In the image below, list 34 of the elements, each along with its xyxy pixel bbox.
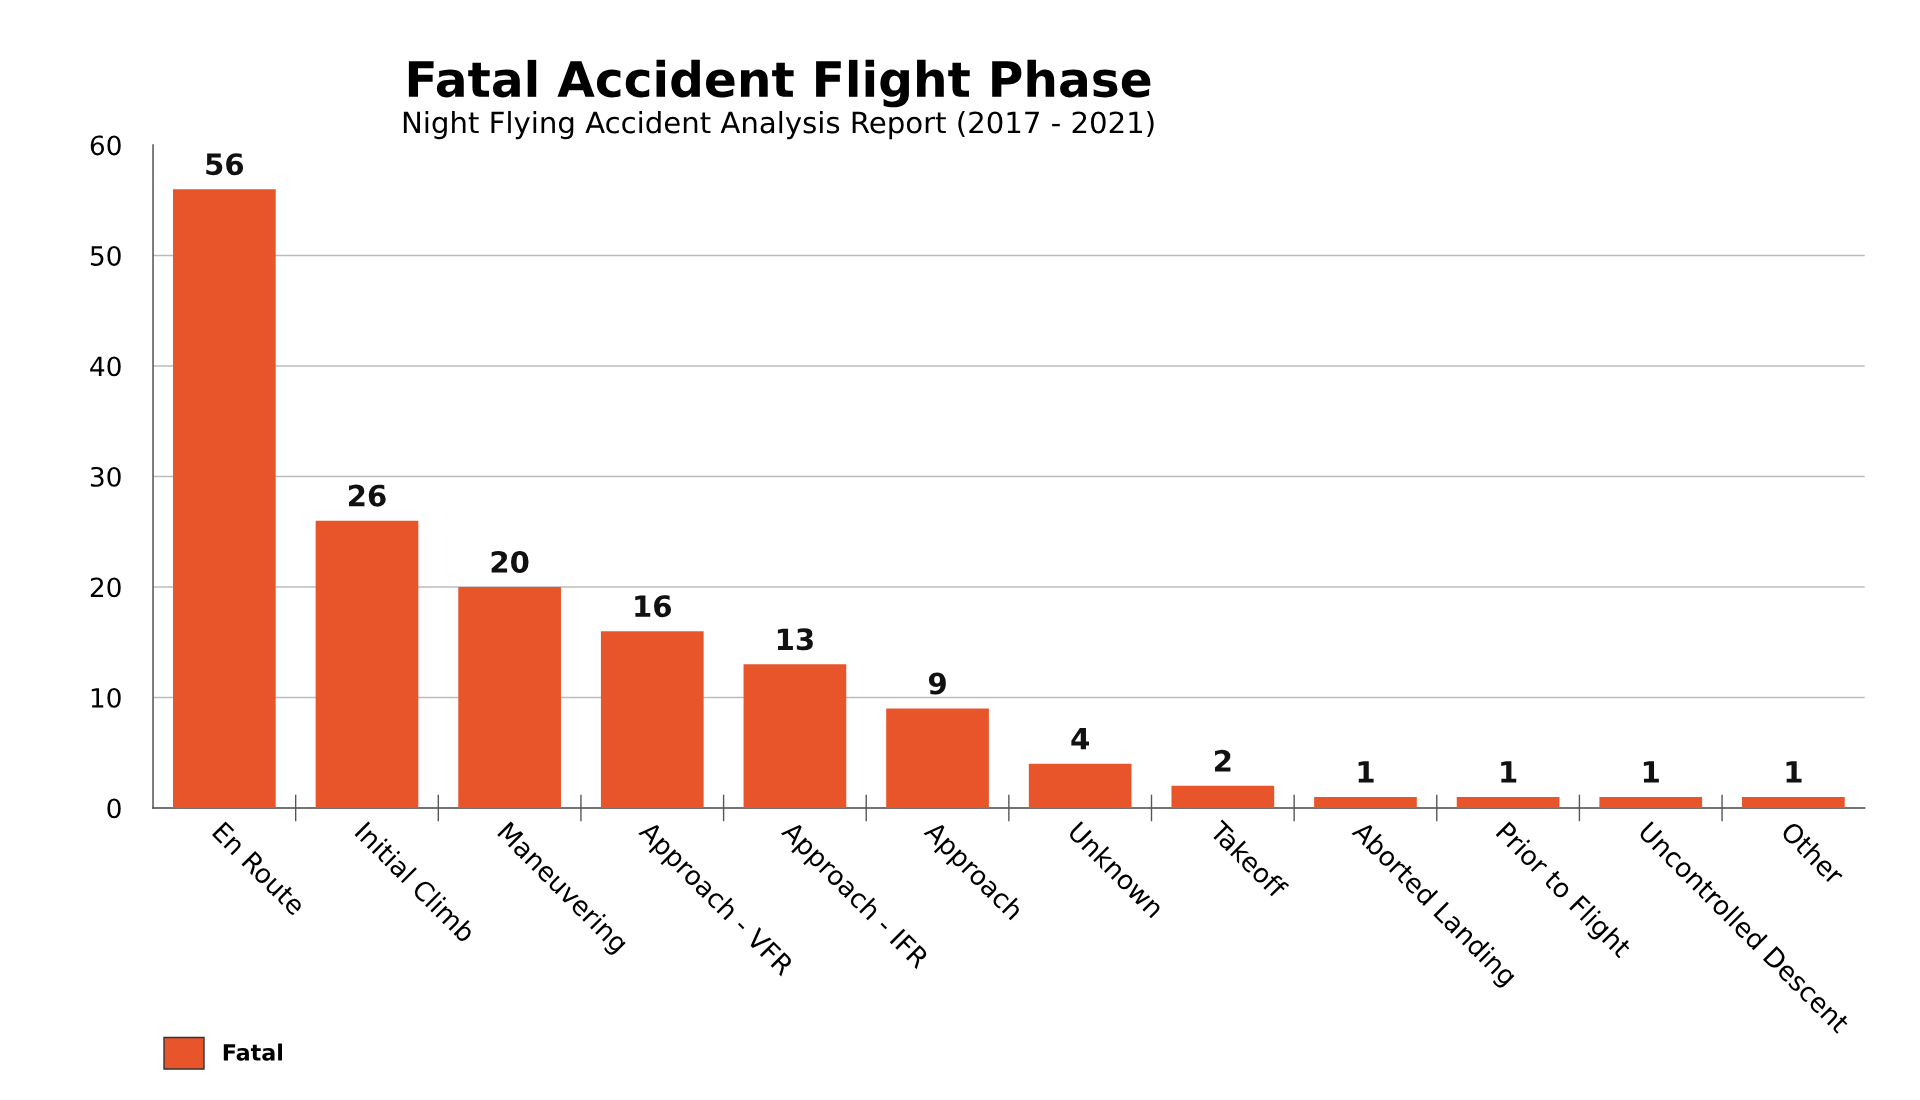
data-label: 1 [1501, 761, 1517, 783]
bar [1742, 796, 1845, 808]
bar [1028, 763, 1132, 808]
bar [1599, 796, 1703, 808]
bar [1314, 796, 1417, 808]
bar [886, 708, 989, 808]
y-tick-label: 40 [90, 356, 121, 377]
data-label: 1 [1786, 761, 1802, 783]
y-tick-label: 50 [90, 245, 121, 266]
data-label: 16 [635, 595, 671, 618]
y-tick-label: 60 [90, 135, 121, 156]
bar [172, 189, 276, 808]
data-label: 56 [206, 153, 244, 176]
data-label: 1 [1358, 761, 1374, 783]
data-label: 9 [928, 672, 946, 695]
data-label: 4 [1071, 728, 1089, 750]
y-tick-label: 30 [90, 466, 121, 487]
chart-title: Fatal Accident Flight Phase [408, 59, 1151, 108]
bar [315, 520, 419, 808]
data-label: 26 [349, 484, 386, 507]
bar [458, 586, 561, 808]
bar [1171, 785, 1275, 808]
data-label: 13 [777, 628, 813, 651]
bar [600, 631, 704, 808]
bar [743, 664, 847, 808]
y-tick-label: 10 [91, 687, 121, 708]
y-tick-label: 0 [107, 798, 121, 819]
y-tick-label: 20 [90, 577, 121, 598]
data-label: 20 [491, 550, 529, 573]
bar [1456, 796, 1560, 808]
data-label: 2 [1214, 749, 1231, 772]
legend-label: Fatal [223, 1043, 283, 1061]
data-label: 1 [1643, 761, 1659, 783]
chart-subtitle: Night Flying Accident Analysis Report (2017 - 2021) [403, 110, 1154, 140]
